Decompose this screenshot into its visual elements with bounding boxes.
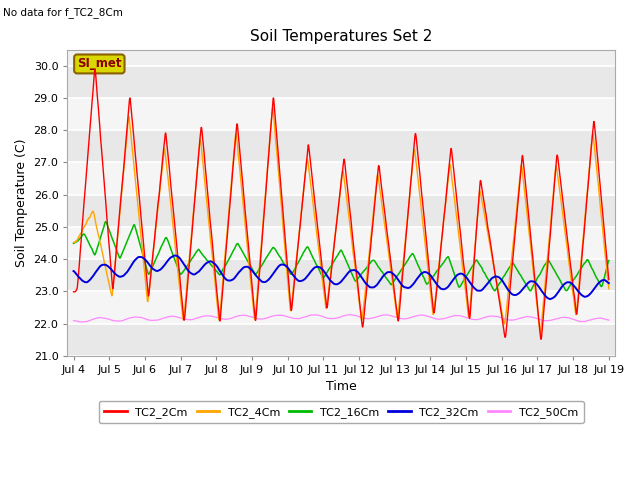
TC2_50Cm: [595, 315, 602, 321]
Line: TC2_50Cm: TC2_50Cm: [74, 315, 609, 322]
Line: TC2_4Cm: TC2_4Cm: [74, 108, 609, 333]
Bar: [67, 259, 615, 291]
TC2_32Cm: [547, 296, 554, 302]
TC2_50Cm: [131, 314, 139, 320]
TC2_4Cm: [269, 105, 276, 111]
TC2_4Cm: [298, 201, 306, 206]
TC2_32Cm: [595, 280, 602, 286]
TC2_50Cm: [298, 315, 306, 321]
TC2_32Cm: [298, 278, 306, 284]
Y-axis label: Soil Temperature (C): Soil Temperature (C): [15, 139, 28, 267]
Bar: [67, 227, 615, 259]
Bar: [67, 66, 615, 98]
Bar: [67, 291, 615, 324]
Line: TC2_32Cm: TC2_32Cm: [74, 255, 609, 299]
X-axis label: Time: Time: [326, 380, 356, 394]
TC2_32Cm: [275, 263, 283, 269]
TC2_50Cm: [78, 319, 86, 325]
TC2_2Cm: [70, 289, 77, 295]
TC2_16Cm: [131, 223, 139, 228]
TC2_50Cm: [275, 312, 283, 318]
TC2_2Cm: [298, 202, 306, 208]
TC2_32Cm: [70, 268, 77, 274]
TC2_50Cm: [537, 317, 545, 323]
TC2_4Cm: [275, 177, 283, 182]
TC2_50Cm: [163, 314, 170, 320]
Title: Soil Temperatures Set 2: Soil Temperatures Set 2: [250, 29, 433, 44]
TC2_32Cm: [131, 258, 138, 264]
TC2_4Cm: [605, 286, 612, 292]
Text: SI_met: SI_met: [77, 58, 122, 71]
TC2_2Cm: [605, 276, 612, 282]
TC2_4Cm: [70, 240, 77, 245]
TC2_50Cm: [383, 312, 390, 318]
TC2_4Cm: [131, 169, 138, 175]
TC2_16Cm: [298, 252, 306, 258]
Bar: [67, 98, 615, 130]
Bar: [67, 163, 615, 195]
TC2_16Cm: [605, 258, 612, 264]
TC2_2Cm: [91, 67, 99, 72]
TC2_2Cm: [537, 336, 545, 342]
TC2_16Cm: [537, 269, 545, 275]
TC2_16Cm: [275, 252, 283, 258]
TC2_16Cm: [163, 235, 170, 240]
TC2_4Cm: [537, 325, 545, 331]
TC2_2Cm: [275, 159, 283, 165]
Text: No data for f_TC2_8Cm: No data for f_TC2_8Cm: [3, 7, 123, 18]
TC2_50Cm: [605, 317, 612, 323]
TC2_16Cm: [70, 240, 77, 246]
TC2_2Cm: [131, 145, 139, 151]
TC2_2Cm: [537, 336, 545, 342]
TC2_32Cm: [537, 287, 545, 293]
TC2_50Cm: [70, 318, 77, 324]
Line: TC2_16Cm: TC2_16Cm: [74, 222, 609, 291]
TC2_2Cm: [595, 167, 602, 173]
Bar: [67, 195, 615, 227]
TC2_4Cm: [595, 186, 602, 192]
Line: TC2_2Cm: TC2_2Cm: [74, 70, 609, 339]
Bar: [67, 324, 615, 356]
TC2_16Cm: [102, 219, 109, 225]
TC2_4Cm: [536, 330, 544, 336]
TC2_16Cm: [595, 279, 602, 285]
TC2_4Cm: [163, 162, 170, 168]
TC2_2Cm: [163, 138, 170, 144]
TC2_32Cm: [163, 260, 170, 265]
TC2_32Cm: [172, 252, 179, 258]
Bar: [67, 130, 615, 163]
TC2_32Cm: [605, 280, 612, 286]
Legend: TC2_2Cm, TC2_4Cm, TC2_16Cm, TC2_32Cm, TC2_50Cm: TC2_2Cm, TC2_4Cm, TC2_16Cm, TC2_32Cm, TC…: [99, 401, 584, 423]
TC2_16Cm: [527, 288, 534, 294]
